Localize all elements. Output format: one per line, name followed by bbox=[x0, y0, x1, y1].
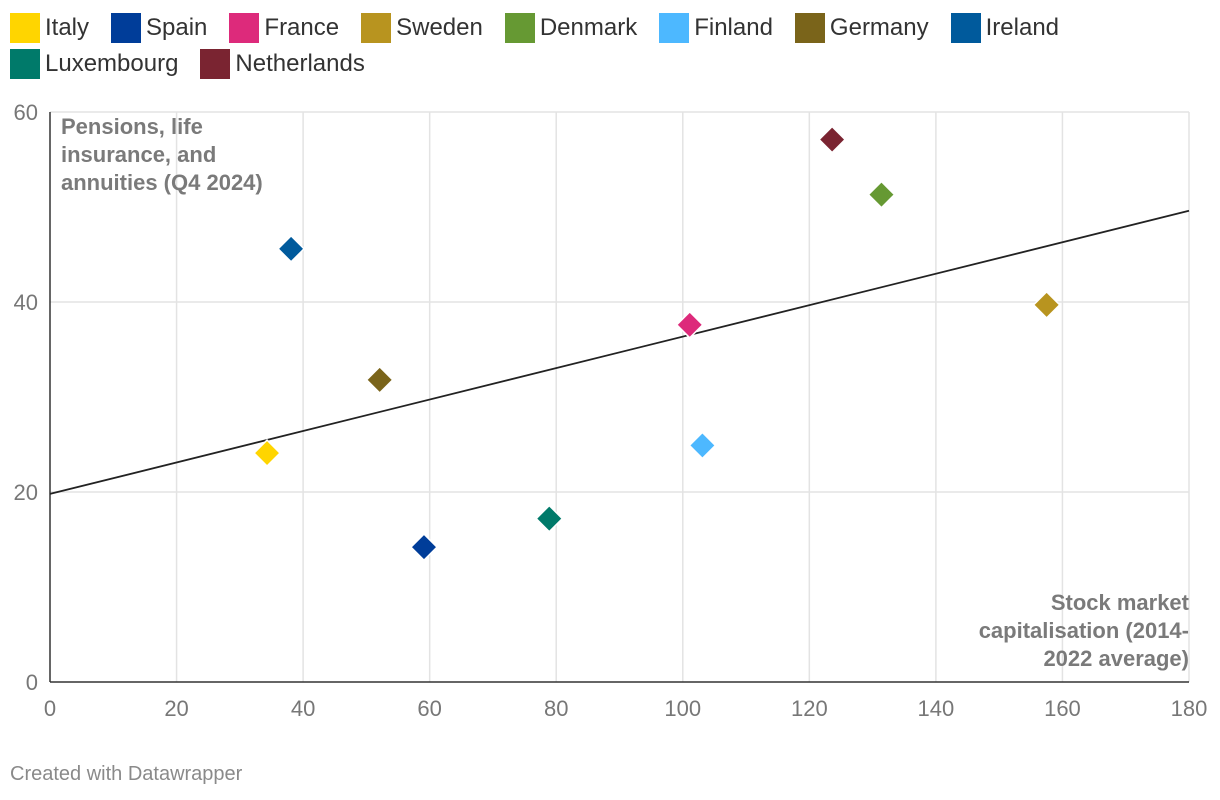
legend-label: Finland bbox=[694, 14, 773, 41]
x-axis-title-line: capitalisation (2014- bbox=[979, 618, 1189, 643]
data-point-germany bbox=[365, 365, 394, 394]
x-tick-label: 180 bbox=[1171, 696, 1208, 721]
legend-item-luxembourg: Luxembourg bbox=[10, 49, 178, 79]
legend-item-finland: Finland bbox=[659, 13, 773, 43]
footer-credit: Created with Datawrapper bbox=[10, 763, 243, 785]
x-tick-label: 100 bbox=[664, 696, 701, 721]
legend-item-germany: Germany bbox=[794, 13, 929, 43]
legend-swatch bbox=[200, 49, 231, 79]
legend-item-denmark: Denmark bbox=[504, 13, 638, 43]
data-point-sweden bbox=[1032, 290, 1061, 319]
x-tick-label: 160 bbox=[1044, 696, 1081, 721]
data-point-denmark bbox=[867, 180, 896, 209]
x-tick-label: 120 bbox=[791, 696, 828, 721]
data-point-luxembourg bbox=[535, 504, 564, 533]
legend-label: Luxembourg bbox=[45, 50, 179, 77]
data-point-france bbox=[675, 310, 704, 339]
legend-item-spain: Spain bbox=[111, 13, 207, 43]
y-axis-title-line: Pensions, life bbox=[61, 114, 203, 139]
y-axis-title-line: insurance, and bbox=[61, 142, 216, 167]
legend-label: Netherlands bbox=[235, 50, 365, 77]
data-point-ireland bbox=[277, 234, 306, 263]
legend-item-france: France bbox=[229, 13, 339, 43]
legend-item-ireland: Ireland bbox=[950, 13, 1060, 43]
grid bbox=[50, 111, 1190, 682]
x-axis-title-line: Stock market bbox=[1051, 590, 1190, 615]
y-axis-title-line: annuities (Q4 2024) bbox=[61, 170, 263, 195]
axes: 0 20 40 60 80 100 120 140 160 180 0 20 40 60 bbox=[14, 100, 1208, 721]
y-tick-label: 0 bbox=[26, 670, 38, 695]
trendline-layer bbox=[49, 209, 1190, 495]
x-axis-title-line: 2022 average) bbox=[1043, 646, 1189, 671]
x-tick-label: 140 bbox=[918, 696, 955, 721]
legend-swatch bbox=[361, 13, 392, 43]
legend-label: Spain bbox=[146, 14, 208, 41]
legend-swatch bbox=[10, 49, 40, 79]
scatter-chart: 0 20 40 60 80 100 120 140 160 180 0 20 40 60 Pensions… bbox=[14, 100, 1208, 721]
legend-item-italy: Italy bbox=[10, 13, 89, 43]
y-tick-label: 40 bbox=[14, 290, 38, 315]
legend-label: Germany bbox=[829, 14, 929, 41]
legend-swatch bbox=[659, 13, 690, 43]
legend-label: Sweden bbox=[396, 14, 483, 41]
legend: Italy Spain France Sweden Denmark Finlan… bbox=[10, 10, 1210, 82]
data-point-italy bbox=[252, 438, 282, 468]
y-tick-label: 20 bbox=[14, 480, 38, 505]
data-point-finland bbox=[688, 431, 717, 460]
legend-swatch bbox=[504, 13, 535, 43]
legend-label: Ireland bbox=[985, 14, 1060, 41]
x-tick-label: 80 bbox=[544, 696, 568, 721]
x-tick-label: 60 bbox=[417, 696, 441, 721]
x-tick-label: 0 bbox=[44, 696, 56, 721]
legend-label: Denmark bbox=[539, 14, 638, 41]
legend-row-2: Luxembourg Netherlands bbox=[10, 46, 1210, 82]
data-points bbox=[252, 125, 1061, 562]
trendline bbox=[49, 209, 1190, 495]
legend-item-sweden: Sweden bbox=[361, 13, 483, 43]
data-point-netherlands bbox=[818, 125, 847, 154]
legend-swatch bbox=[794, 13, 825, 43]
legend-swatch bbox=[950, 13, 981, 43]
axis-titles: Pensions, life insurance, and annuities (Q… bbox=[61, 114, 1190, 671]
legend-label: France bbox=[264, 14, 340, 41]
legend-row-1: Italy Spain France Sweden Denmark Finlan… bbox=[10, 10, 1210, 46]
x-tick-label: 20 bbox=[164, 696, 188, 721]
legend-swatch bbox=[111, 13, 142, 43]
x-tick-label: 40 bbox=[291, 696, 315, 721]
data-point-spain bbox=[409, 533, 439, 562]
legend-label: Italy bbox=[45, 14, 90, 41]
legend-swatch bbox=[229, 13, 260, 43]
legend-swatch bbox=[10, 13, 40, 43]
y-tick-label: 60 bbox=[14, 100, 38, 125]
legend-item-netherlands: Netherlands bbox=[200, 49, 365, 79]
